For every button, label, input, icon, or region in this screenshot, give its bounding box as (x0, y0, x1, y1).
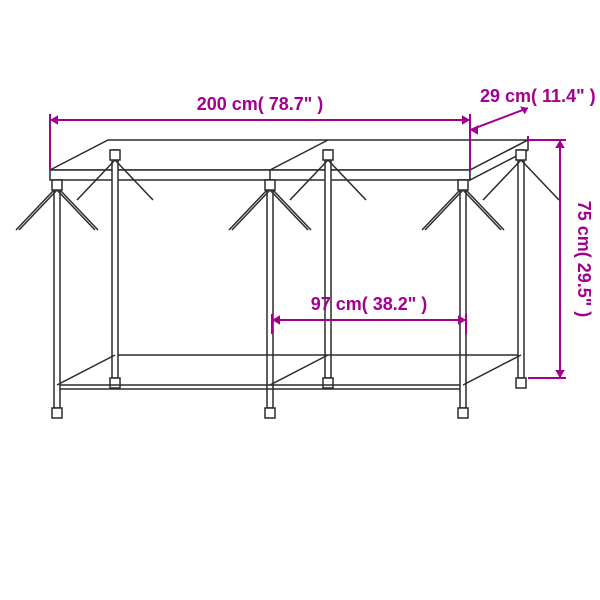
front-leg-1 (267, 180, 273, 408)
front-leg-2 (460, 180, 466, 408)
dim-depth-line (470, 108, 528, 130)
side-bar-2 (463, 355, 521, 385)
front-leg-1-cap (265, 180, 275, 190)
back-leg-1-foot (323, 378, 333, 388)
front-leg-0-cap (52, 180, 62, 190)
front-leg-1-foot (265, 408, 275, 418)
table-drawing (16, 140, 559, 418)
back-leg-2 (518, 150, 524, 378)
front-leg-2-foot (458, 408, 468, 418)
back-leg-2-foot (516, 378, 526, 388)
dim-width-label: 200 cm( 78.7" ) (197, 94, 324, 114)
dim-depth-label: 29 cm( 11.4" ) (480, 86, 596, 106)
dim-height-label: 75 cm( 29.5" ) (574, 201, 594, 318)
dim-span-label: 97 cm( 38.2" ) (311, 294, 428, 314)
back-leg-0-cap (110, 150, 120, 160)
back-leg-1 (325, 150, 331, 378)
back-leg-1-cap (323, 150, 333, 160)
side-bar-0 (57, 355, 115, 385)
front-leg-0-foot (52, 408, 62, 418)
back-leg-0-foot (110, 378, 120, 388)
back-leg-0 (112, 150, 118, 378)
side-bar-1 (270, 355, 328, 385)
back-leg-2-cap (516, 150, 526, 160)
front-leg-2-cap (458, 180, 468, 190)
tabletop-top (50, 140, 528, 170)
front-leg-0 (54, 180, 60, 408)
